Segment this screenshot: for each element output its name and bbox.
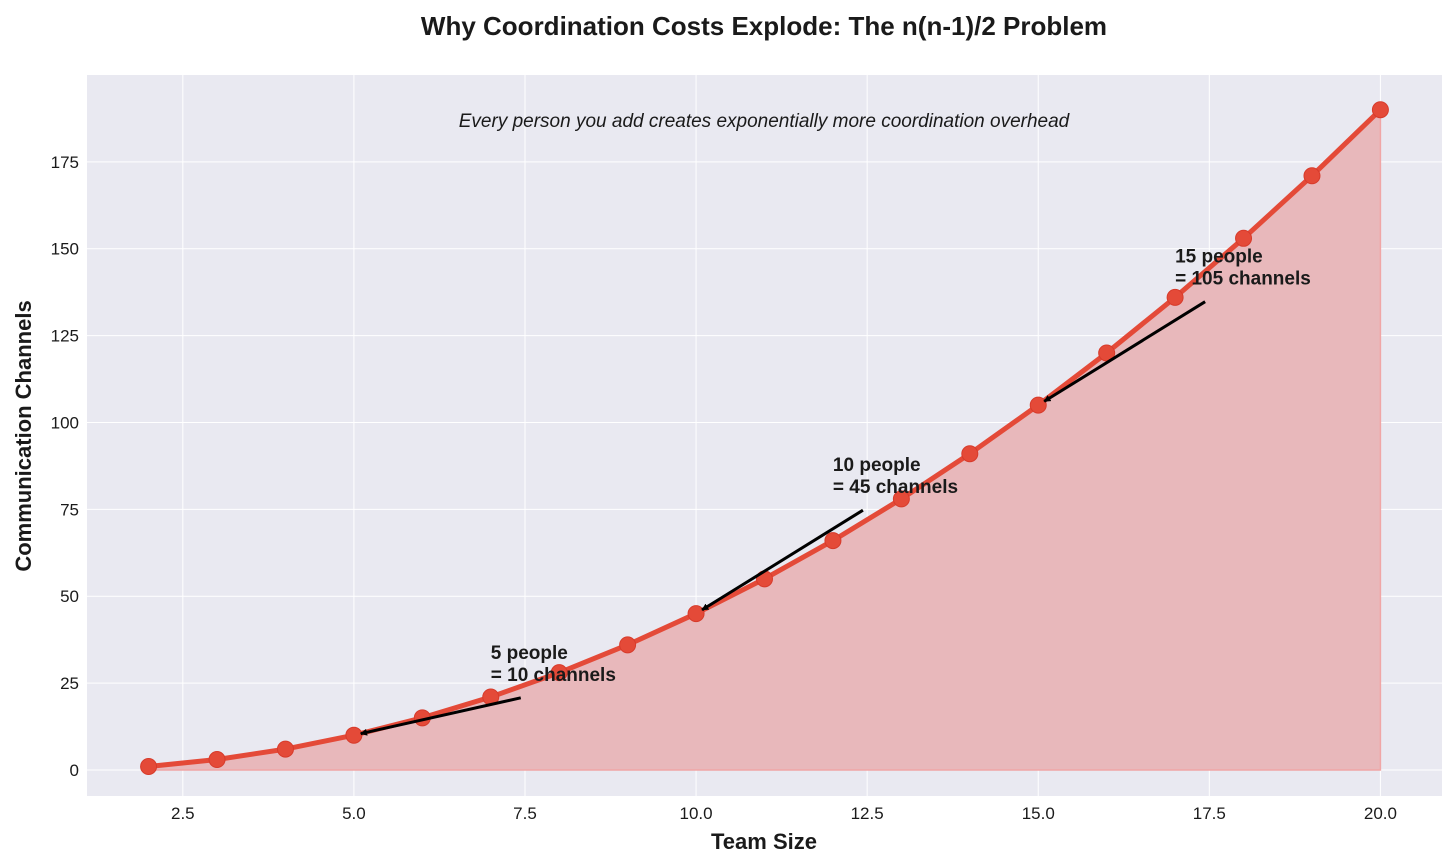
tick-layer: 2.5 5.0 7.5 10.0 12.5 15.0 17.5 20.0 0 25 50 75 100 1…	[51, 153, 1397, 823]
x-tick-label: 12.5	[851, 804, 884, 823]
x-tick-label: 7.5	[513, 804, 537, 823]
data-point	[276, 740, 294, 758]
data-point	[208, 751, 226, 769]
data-point	[140, 757, 158, 775]
y-tick-label: 150	[51, 240, 79, 259]
annotation-label: = 105 channels	[1175, 269, 1311, 290]
data-point	[550, 664, 568, 682]
data-point	[961, 445, 979, 463]
data-point	[1303, 167, 1321, 185]
x-tick-label: 15.0	[1022, 804, 1055, 823]
y-tick-label: 125	[51, 327, 79, 346]
annotation-label: 10 people	[833, 455, 921, 476]
annotation-label: 5 people	[491, 643, 568, 664]
data-point	[824, 532, 842, 550]
y-tick-label: 75	[60, 500, 79, 519]
data-point	[345, 726, 363, 744]
data-point	[892, 490, 910, 508]
annotation-arrow	[701, 508, 864, 612]
x-axis-title: Team Size	[711, 829, 817, 854]
annotation-label: = 45 channels	[833, 477, 958, 498]
annotation-layer: 5 people= 10 channels 10 people= 45 chann…	[360, 247, 1311, 736]
y-tick-label: 0	[70, 761, 79, 780]
data-point	[1235, 229, 1253, 247]
data-point	[619, 636, 637, 654]
y-tick-label: 175	[51, 153, 79, 172]
x-tick-label: 2.5	[171, 804, 195, 823]
y-tick-label: 100	[51, 413, 79, 432]
chart-title: Why Coordination Costs Explode: The n(n-…	[421, 11, 1107, 41]
point-layer	[140, 101, 1389, 775]
data-point	[1029, 396, 1047, 414]
annotation-arrow	[1043, 300, 1206, 403]
y-axis-title: Communication Channels	[11, 300, 36, 571]
data-point	[687, 605, 705, 623]
y-tick-label: 50	[60, 587, 79, 606]
x-tick-label: 5.0	[342, 804, 366, 823]
chart-subtitle: Every person you add creates exponential…	[459, 111, 1071, 132]
annotation-label: 15 people	[1175, 247, 1263, 268]
x-tick-label: 20.0	[1364, 804, 1397, 823]
annotation-label: = 10 channels	[491, 665, 616, 686]
x-tick-label: 17.5	[1193, 804, 1226, 823]
data-point	[1166, 288, 1184, 306]
data-point	[1371, 101, 1389, 119]
annotation-arrow	[360, 696, 522, 736]
x-tick-label: 10.0	[680, 804, 713, 823]
y-tick-label: 25	[60, 674, 79, 693]
